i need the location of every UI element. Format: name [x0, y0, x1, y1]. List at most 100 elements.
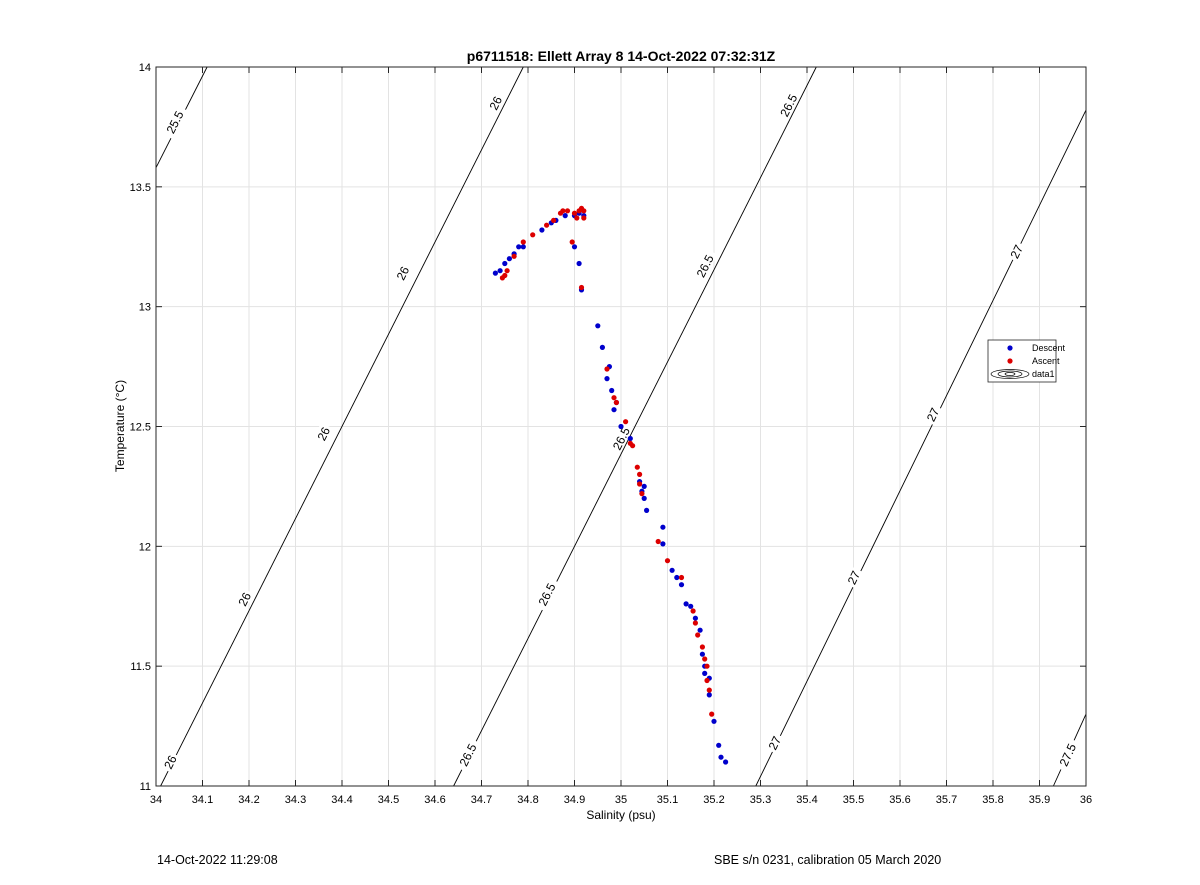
descent-point [492, 270, 498, 276]
x-axis-label: Salinity (psu) [586, 808, 655, 822]
x-tick-label: 35.1 [657, 794, 678, 806]
legend: Descent Ascent data1 [987, 339, 1066, 383]
descent-point [595, 323, 601, 329]
descent-point [506, 256, 512, 262]
legend-descent-label: Descent [1032, 343, 1066, 353]
descent-point [627, 435, 633, 442]
descent-point [716, 742, 722, 748]
ascent-point [709, 711, 715, 717]
descent-point [678, 582, 685, 588]
x-tick-label: 34.6 [424, 794, 445, 806]
x-tick-label: 36 [1080, 794, 1092, 806]
contour-line-27 [755, 109, 1087, 787]
legend-data1-label: data1 [1032, 369, 1055, 379]
legend-ascent-label: Ascent [1032, 356, 1060, 366]
ascent-point [571, 210, 578, 216]
ascent-point [560, 208, 566, 214]
contour-label-background [691, 248, 718, 283]
contour-line-26 [160, 66, 524, 787]
x-tick-label: 34.1 [192, 794, 213, 806]
legend-box [987, 339, 1057, 383]
x-tick-label: 35.2 [703, 794, 724, 806]
ascent-point [581, 215, 587, 221]
y-tick-label: 11.5 [130, 661, 151, 673]
ascent-point [637, 481, 643, 487]
descent-point [692, 615, 699, 621]
x-tick-label: 34.2 [238, 794, 259, 806]
footer-timestamp: 14-Oct-2022 11:29:08 [157, 853, 278, 867]
y-tick-label: 13.5 [130, 182, 151, 194]
contour-label-background [533, 576, 560, 612]
descent-point [562, 213, 568, 219]
ascent-point [581, 208, 587, 214]
ascent-point [655, 538, 661, 545]
contour-label-group: 27 [922, 403, 942, 426]
ascent-point [578, 284, 585, 291]
contour-label-group: 27 [764, 731, 784, 754]
ascent-point [639, 491, 645, 497]
ascent-point [704, 663, 710, 669]
x-tick-label: 35 [615, 794, 627, 806]
contour-label-group: 26 [313, 422, 334, 445]
chart-title: p6711518: Ellett Array 8 14-Oct-2022 07:… [467, 48, 776, 64]
contour-label-background [233, 587, 254, 610]
descent-point [641, 483, 647, 489]
x-tick-label: 34.4 [331, 794, 352, 806]
contour-label-group: 26 [485, 91, 506, 114]
ascent-point [706, 687, 712, 693]
x-tick-label: 35.5 [843, 794, 864, 806]
y-tick-label: 13 [139, 302, 151, 314]
descent-point [644, 507, 650, 513]
ascent-point [574, 215, 580, 221]
descent-point [497, 268, 503, 274]
ascent-point [504, 268, 510, 274]
legend-ascent-marker [1007, 358, 1013, 364]
contour-label: 26 [487, 94, 506, 113]
contour-label-group: 27 [843, 566, 864, 589]
ascent-point [544, 222, 550, 228]
ascent-point [502, 272, 508, 279]
ascent-point [520, 239, 526, 245]
descent-point [618, 423, 624, 430]
descent-point [660, 541, 666, 547]
contour-label: 26 [315, 425, 334, 444]
descent-point [539, 227, 545, 233]
ascent-point [699, 644, 706, 650]
ascent-point [637, 471, 643, 477]
ascent-point [664, 558, 671, 564]
contour-label-group: 26 [159, 750, 180, 773]
ascent-point [678, 574, 685, 581]
descent-point [674, 574, 680, 581]
legend-contour-icon [990, 369, 1030, 379]
ascent-point [695, 632, 701, 638]
y-axis-label: Temperature (°C) [113, 380, 127, 472]
contour-label-background [161, 104, 188, 140]
descent-point [599, 344, 606, 350]
descent-point [502, 260, 508, 267]
descent-point [718, 754, 724, 760]
contour-line-26-5 [453, 66, 817, 787]
contour-label: 27 [845, 568, 864, 586]
ascent-point [630, 443, 636, 449]
contour-label: 26 [161, 753, 180, 772]
descent-point [706, 692, 712, 698]
x-tick-label: 35.8 [982, 794, 1003, 806]
y-tick-label: 12 [139, 541, 151, 553]
ascent-point [569, 239, 575, 245]
footer-calibration: SBE s/n 0231, calibration 05 March 2020 [714, 853, 942, 867]
ascent-point [692, 620, 699, 626]
ascent-point [613, 399, 620, 406]
contour-label: 26 [235, 590, 254, 609]
descent-point [683, 601, 689, 607]
x-tick-label: 35.3 [750, 794, 771, 806]
ascent-point [623, 419, 629, 425]
descent-point [520, 244, 526, 250]
contour-label-background [454, 737, 481, 772]
ascent-point [611, 395, 617, 401]
data-points [492, 205, 729, 765]
ascent-point [604, 366, 610, 372]
x-tick-label: 34.3 [285, 794, 306, 806]
x-tick-label: 34.5 [378, 794, 399, 806]
density-contours: 25.5262626262626.526.526.526.526.5272727… [155, 66, 1087, 787]
